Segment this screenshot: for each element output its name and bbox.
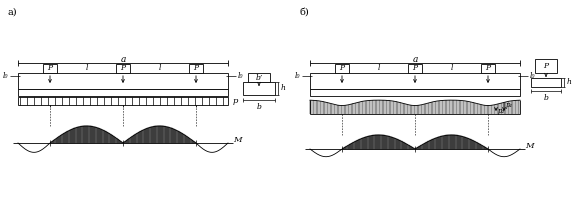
Text: P: P: [485, 64, 491, 72]
Bar: [481, 64, 495, 73]
Text: b’: b’: [255, 73, 262, 82]
Bar: [535, 59, 557, 73]
Text: P: P: [194, 64, 198, 72]
Text: l: l: [450, 64, 453, 72]
Text: M: M: [525, 142, 534, 150]
Text: б): б): [300, 8, 310, 17]
Bar: [531, 78, 561, 87]
Bar: [18, 89, 228, 96]
Text: P: P: [48, 64, 53, 72]
Bar: [18, 73, 228, 89]
Bar: [18, 97, 228, 105]
Text: p: p: [233, 97, 238, 105]
Text: p₁: p₁: [506, 101, 513, 109]
Text: P: P: [413, 64, 417, 72]
Text: l₀: l₀: [238, 72, 244, 80]
Text: P: P: [120, 64, 126, 72]
Bar: [43, 64, 57, 73]
Text: l: l: [377, 64, 380, 72]
Bar: [243, 82, 275, 95]
Bar: [335, 64, 349, 73]
Text: P: P: [544, 62, 549, 70]
Text: а): а): [7, 8, 16, 17]
Text: b: b: [257, 103, 261, 111]
Bar: [189, 64, 203, 73]
Text: l₀: l₀: [530, 72, 535, 80]
Bar: [248, 73, 270, 82]
Text: p₂: p₂: [498, 107, 505, 115]
Text: l: l: [85, 64, 87, 72]
Bar: [116, 64, 130, 73]
Text: h: h: [567, 79, 572, 86]
Text: h: h: [281, 84, 286, 92]
Bar: [310, 89, 520, 96]
Text: b: b: [544, 94, 548, 102]
Text: l₀: l₀: [295, 72, 300, 80]
Text: a: a: [120, 54, 126, 63]
Text: l₀: l₀: [2, 72, 8, 80]
Bar: [408, 64, 422, 73]
Bar: [310, 73, 520, 89]
Text: P: P: [339, 64, 345, 72]
Text: M: M: [233, 136, 242, 144]
Text: l: l: [158, 64, 161, 72]
Text: a: a: [412, 54, 418, 63]
